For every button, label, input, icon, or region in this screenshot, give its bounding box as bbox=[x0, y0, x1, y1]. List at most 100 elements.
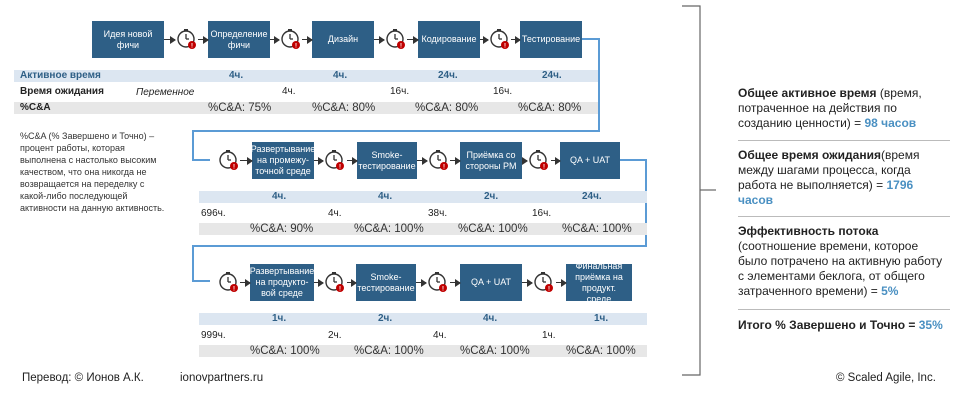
wait-time-value: 2ч. bbox=[328, 330, 342, 341]
summary-total-value: 35% bbox=[918, 318, 943, 332]
summary-divider bbox=[738, 309, 950, 310]
active-time-bar bbox=[14, 70, 598, 82]
active-time-value: 4ч. bbox=[378, 191, 393, 202]
clock-alert-icon: ! bbox=[428, 272, 447, 293]
flow-arrow bbox=[240, 156, 253, 165]
flow-arrow bbox=[522, 278, 533, 287]
svg-text:!: ! bbox=[543, 165, 545, 171]
svg-text:!: ! bbox=[443, 165, 445, 171]
wait-time-value: 4ч. bbox=[282, 86, 296, 97]
summary-total-cda: Итого % Завершено и Точно = 35% bbox=[738, 318, 950, 333]
flow-arrow bbox=[522, 156, 528, 165]
process-box-smoke-test: Smoke-тестирование bbox=[357, 142, 417, 179]
connector-row2-row3 bbox=[192, 159, 647, 282]
process-box-smoke-test: Smoke-тестирование bbox=[356, 264, 416, 301]
footer-site: ionovpartners.ru bbox=[180, 372, 264, 384]
cda-label: %C&A bbox=[20, 102, 51, 113]
flow-arrow bbox=[511, 35, 521, 44]
summary-wait-desc: (время между шагами процесса, когда рабо… bbox=[738, 148, 920, 192]
wait-time-value: 4ч. bbox=[328, 208, 342, 219]
svg-text:!: ! bbox=[548, 287, 550, 293]
flow-arrow bbox=[416, 278, 427, 287]
process-box-design: Дизайн bbox=[312, 21, 374, 58]
cda-bar bbox=[199, 345, 647, 357]
clock-alert-icon: ! bbox=[429, 150, 448, 171]
flow-arrow bbox=[556, 278, 567, 287]
active-time-value: 4ч. bbox=[229, 70, 244, 81]
cda-value: %C&A: 75% bbox=[208, 102, 272, 114]
svg-text:!: ! bbox=[504, 44, 506, 50]
flow-arrow bbox=[198, 35, 209, 44]
active-time-value: 2ч. bbox=[484, 191, 499, 202]
flow-arrow bbox=[302, 35, 313, 44]
process-box-definition: Определение фичи bbox=[208, 21, 270, 58]
wait-time-value: 16ч. bbox=[390, 86, 410, 97]
wait-time-value: Переменное bbox=[136, 87, 195, 98]
active-time-value: 24ч. bbox=[438, 70, 458, 81]
wait-time-value: 4ч. bbox=[433, 330, 447, 341]
clock-alert-icon: ! bbox=[386, 29, 405, 50]
summary-active-title: Общее активное время bbox=[738, 86, 877, 100]
summary-eff-value: 5% bbox=[881, 284, 899, 298]
summary-eff-desc: (соотношение времени, которое было потра… bbox=[738, 239, 943, 298]
flow-arrow bbox=[240, 278, 251, 287]
summary-bracket bbox=[682, 5, 701, 376]
clock-alert-icon: ! bbox=[325, 272, 344, 293]
clock-alert-icon: ! bbox=[529, 150, 548, 171]
cda-value: %C&A: 100% bbox=[566, 345, 636, 357]
active-time-value: 4ч. bbox=[483, 313, 498, 324]
active-time-bar bbox=[199, 313, 647, 325]
flow-arrow bbox=[347, 278, 357, 287]
active-time-value: 24ч. bbox=[542, 70, 562, 81]
active-time-label: Активное время bbox=[20, 70, 101, 81]
clock-alert-icon: ! bbox=[219, 272, 238, 293]
process-box-testing: Тестирование bbox=[520, 21, 582, 58]
clock-alert-icon: ! bbox=[177, 29, 196, 50]
summary-active-time: Общее активное время (время, потраченное… bbox=[738, 86, 950, 131]
cda-value: %C&A: 100% bbox=[354, 223, 424, 235]
summary-wait-title: Общее время ожидания bbox=[738, 148, 881, 162]
wait-time-value: 999ч. bbox=[201, 330, 226, 341]
summary-divider bbox=[738, 140, 950, 141]
summary-divider bbox=[738, 216, 950, 217]
flow-arrow bbox=[374, 35, 385, 44]
wait-time-value: 16ч. bbox=[532, 208, 552, 219]
svg-text:!: ! bbox=[295, 44, 297, 50]
active-time-value: 2ч. bbox=[378, 313, 393, 324]
svg-text:!: ! bbox=[191, 44, 193, 50]
clock-alert-icon: ! bbox=[281, 29, 300, 50]
cda-value: %C&A: 100% bbox=[562, 223, 632, 235]
connector-row1-row2 bbox=[192, 38, 600, 161]
flow-arrow bbox=[314, 156, 324, 165]
svg-text:!: ! bbox=[339, 287, 341, 293]
flow-arrow bbox=[450, 278, 461, 287]
cda-bar bbox=[199, 223, 647, 235]
svg-text:!: ! bbox=[233, 287, 235, 293]
cda-value: %C&A: 100% bbox=[458, 223, 528, 235]
process-box-prod-deploy: Развертывание на продуктo-вой среде bbox=[250, 264, 314, 301]
active-time-value: 24ч. bbox=[582, 191, 602, 202]
summary-flow-efficiency: Эффективность потока (соотношение времен… bbox=[738, 224, 950, 299]
flow-arrow bbox=[270, 35, 280, 44]
active-time-value: 1ч. bbox=[594, 313, 609, 324]
summary-wait-time: Общее время ожидания(время между шагами … bbox=[738, 148, 950, 208]
cda-value: %C&A: 80% bbox=[415, 102, 479, 114]
wait-time-value: 38ч. bbox=[428, 208, 448, 219]
process-box-qa-uat: QA + UAT bbox=[560, 142, 620, 179]
summary-eff-title: Эффективность потока bbox=[738, 224, 879, 238]
flow-arrow bbox=[417, 156, 428, 165]
process-box-idea: Идея новой фичи bbox=[92, 21, 164, 58]
clock-alert-icon: ! bbox=[534, 272, 553, 293]
flow-arrow bbox=[164, 35, 176, 44]
summary-active-value: 98 часов bbox=[864, 116, 917, 130]
flow-arrow bbox=[347, 156, 358, 165]
wait-time-value: 696ч. bbox=[201, 208, 226, 219]
flow-arrow bbox=[407, 35, 419, 44]
cda-value: %C&A: 80% bbox=[312, 102, 376, 114]
wait-time-value: 1ч. bbox=[542, 330, 556, 341]
process-box-qa-uat: QA + UAT bbox=[460, 264, 522, 301]
footer-translation: Перевод: © Ионов А.К. bbox=[22, 372, 144, 384]
clock-alert-icon: ! bbox=[219, 150, 238, 171]
flow-arrow bbox=[314, 278, 324, 287]
